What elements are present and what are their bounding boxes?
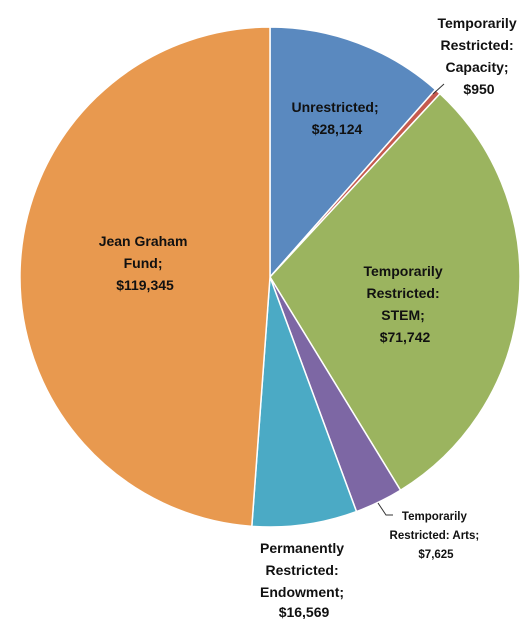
pie-slice-2 (269, 92, 520, 492)
pie-slices (19, 26, 520, 528)
leader-line-capacity (432, 83, 445, 95)
pie-slice-0 (269, 26, 437, 279)
pie-slice-5 (19, 26, 271, 528)
slice-label-arts: Temporarily Restricted: Arts; $7,625 (390, 511, 483, 561)
slice-label-unrestricted: Unrestricted; $28,124 (291, 99, 382, 137)
slice-label-endowment: Permanently Restricted: Endowment; $16,5… (260, 540, 348, 619)
slice-label-stem: Temporarily Restricted: STEM; $71,742 (364, 263, 447, 345)
leader-lines (377, 83, 445, 516)
slice-label-jean-graham-fund: Jean Graham Fund; $119,345 (99, 233, 192, 293)
pie-slice-4 (251, 276, 358, 528)
leader-line-arts (377, 502, 393, 516)
slice-label-capacity: Temporarily Restricted: Capacity; $950 (438, 15, 520, 97)
